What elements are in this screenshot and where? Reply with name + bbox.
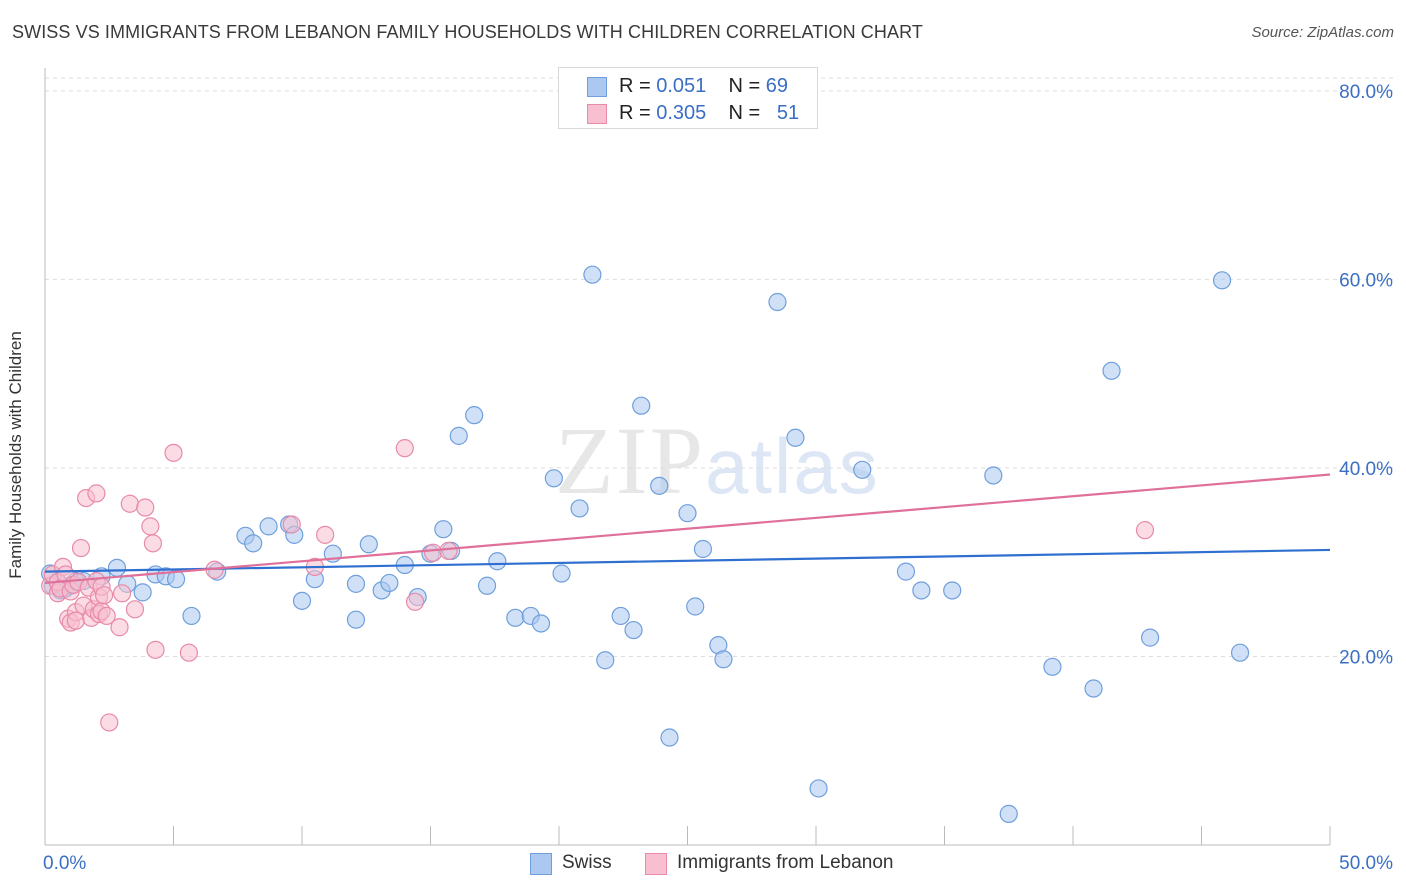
swiss-point: [660, 728, 679, 747]
swiss-point: [1212, 271, 1232, 290]
lebanon-point: [66, 611, 85, 630]
n-label: N =: [728, 102, 766, 124]
n-value-swiss: 69: [765, 75, 789, 97]
lebanon-point: [423, 543, 443, 562]
swiss-point: [686, 597, 705, 616]
swiss-point: [488, 552, 507, 571]
swiss-point: [552, 564, 571, 583]
swiss-point: [346, 610, 366, 629]
lebanon-point: [143, 534, 163, 553]
lebanon-point: [282, 515, 301, 534]
swiss-point: [1230, 643, 1250, 662]
lebanon-point: [87, 484, 106, 503]
lebanon-point: [316, 525, 335, 544]
correlation-legend: R = 0.051 N = 69 R = 0.305 N = 51: [558, 67, 818, 129]
r-label: R =: [619, 75, 657, 97]
swiss-point: [596, 651, 615, 670]
swiss-point: [650, 476, 669, 495]
swiss-point: [809, 779, 828, 798]
lebanon-swatch-icon: [587, 104, 607, 124]
watermark: ZIPatlas: [555, 405, 880, 516]
swiss-trend-line: [44, 548, 1331, 573]
y-tick-label: 40.0%: [1339, 459, 1393, 480]
legend-label-lebanon: Immigrants from Lebanon: [677, 852, 894, 873]
y-tick-label: 60.0%: [1339, 270, 1393, 291]
source-label: Source: ZipAtlas.com: [1251, 24, 1394, 41]
swiss-point: [714, 650, 733, 669]
swiss-point: [544, 469, 563, 488]
lebanon-point: [146, 640, 165, 659]
swiss-point: [786, 428, 805, 447]
swiss-point: [624, 620, 643, 640]
r-value-lebanon: 0.305: [656, 102, 707, 124]
lebanon-point: [136, 498, 155, 517]
x-tick-label: 0.0%: [43, 853, 86, 874]
legend-label-swiss: Swiss: [562, 852, 612, 873]
swiss-point: [984, 466, 1003, 485]
x-tick-label: 50.0%: [1339, 853, 1393, 874]
lebanon-point: [179, 643, 199, 662]
swiss-point: [531, 614, 551, 633]
swiss-point: [1084, 679, 1103, 698]
swiss-point: [359, 535, 378, 554]
n-label: N =: [728, 75, 766, 97]
swiss-point: [449, 426, 468, 445]
swiss-point: [693, 539, 713, 559]
lebanon-point: [120, 494, 139, 513]
swiss-point: [632, 396, 651, 415]
lebanon-point: [1135, 521, 1155, 540]
swiss-point: [182, 606, 201, 626]
watermark-zip: ZIP: [555, 407, 705, 514]
lebanon-point: [164, 443, 183, 462]
swiss-point: [292, 591, 312, 610]
lebanon-point: [125, 600, 145, 619]
swiss-point: [768, 292, 787, 312]
swiss-point: [853, 460, 872, 479]
swiss-point: [678, 504, 697, 523]
swiss-point: [380, 573, 399, 593]
swiss-point: [999, 804, 1018, 823]
swiss-point: [583, 265, 602, 284]
swiss-point: [244, 534, 263, 553]
swiss-point: [107, 558, 127, 577]
lebanon-point: [112, 584, 132, 603]
lebanon-trend-line: [44, 473, 1331, 585]
swiss-point: [1043, 657, 1062, 676]
swiss-point: [477, 576, 497, 595]
swiss-point: [133, 583, 152, 602]
swiss-point: [506, 608, 525, 627]
swiss-point: [259, 517, 278, 536]
lebanon-point: [439, 541, 458, 560]
swiss-swatch-icon: [530, 853, 552, 875]
swiss-point: [346, 574, 366, 593]
lebanon-point: [395, 439, 414, 458]
lebanon-point: [97, 606, 116, 626]
swiss-point: [912, 581, 931, 600]
y-tick-label: 80.0%: [1339, 82, 1393, 103]
swiss-point: [570, 499, 589, 518]
swiss-point: [166, 570, 186, 589]
lebanon-point: [110, 618, 129, 637]
swiss-point: [896, 562, 916, 581]
lebanon-swatch-icon: [645, 853, 667, 875]
n-value-lebanon: 51: [776, 102, 800, 124]
r-label: R =: [619, 102, 657, 124]
lebanon-point: [71, 538, 91, 558]
lebanon-point: [95, 586, 114, 605]
swiss-point: [434, 520, 453, 539]
swiss-point: [1102, 361, 1121, 380]
chart-title: SWISS VS IMMIGRANTS FROM LEBANON FAMILY …: [12, 22, 923, 42]
y-tick-label: 20.0%: [1339, 647, 1393, 668]
y-axis-label: Family Households with Children: [6, 331, 25, 579]
lebanon-point: [141, 517, 160, 536]
r-value-swiss: 0.051: [656, 75, 707, 97]
lebanon-point: [405, 592, 425, 611]
swiss-point: [943, 581, 962, 600]
swiss-point: [1140, 628, 1160, 647]
swiss-point: [611, 606, 630, 626]
lebanon-point: [100, 713, 119, 732]
swiss-point: [465, 406, 484, 425]
swiss-swatch-icon: [587, 77, 607, 97]
